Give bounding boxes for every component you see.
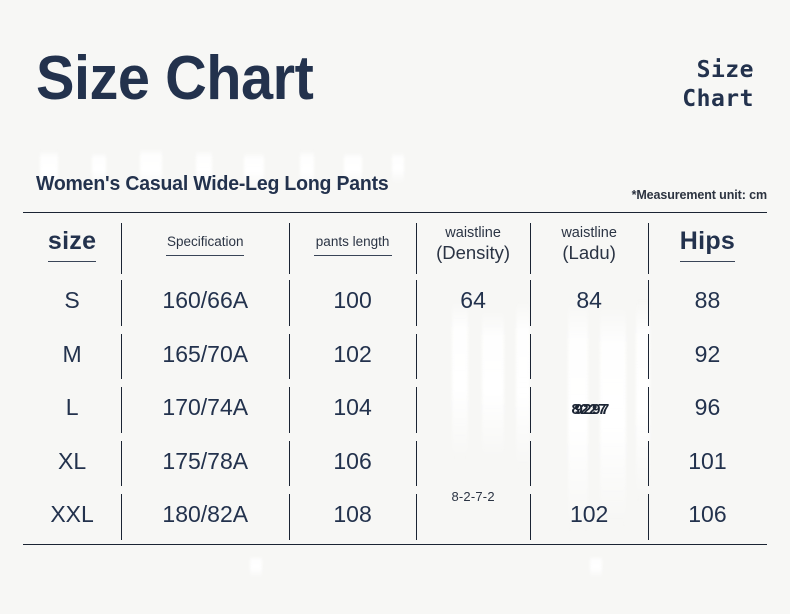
column-header-pants-length: pants length — [289, 213, 415, 276]
cell-hips: 106 — [647, 490, 767, 544]
column-header-specification: Specification — [121, 213, 289, 276]
cell-hips: 101 — [647, 437, 767, 491]
cell-hips-value: 88 — [694, 287, 721, 314]
column-header-size-label: size — [47, 227, 97, 262]
cell-size: S — [23, 276, 121, 330]
column-header-size: size — [23, 213, 121, 276]
brand-logo: Size Chart — [682, 56, 754, 115]
waistline-density-line-2: (Density) — [436, 242, 511, 263]
cell-waistline-density-value — [446, 356, 500, 360]
cell-specification: 175/78A — [121, 437, 289, 491]
cell-waistline-ladu-value: 84 — [576, 287, 602, 314]
cell-waistline-density-value: 64 — [460, 287, 486, 314]
cell-hips-value: 106 — [688, 501, 727, 528]
cell-pants-length: 108 — [289, 490, 415, 544]
cell-waistline-ladu: 8227 9297 — [530, 383, 648, 437]
table-row: XXL 180/82A 108 102 106 — [23, 490, 767, 544]
size-table: size Specification pants length waistlin… — [23, 213, 767, 544]
cell-pants-length: 102 — [289, 330, 415, 384]
cell-hips: 88 — [647, 276, 767, 330]
product-subtitle: Women's Casual Wide-Leg Long Pants — [36, 172, 389, 195]
cell-size-value: M — [62, 340, 82, 367]
column-header-waistline-density: waistline (Density) — [415, 213, 531, 276]
cell-size: M — [23, 330, 121, 384]
table-row: L 170/74A 104 8227 9297 96 — [23, 383, 767, 437]
measurement-unit-note: *Measurement unit: cm — [631, 188, 768, 202]
cell-pants-length-value: 102 — [333, 340, 372, 367]
cell-pants-length-value: 108 — [333, 501, 372, 528]
cell-size: XL — [23, 437, 121, 491]
cell-waistline-ladu: 102 — [530, 490, 648, 544]
cell-waistline-ladu — [530, 330, 648, 384]
column-header-waistline-density-label: waistline (Density) — [430, 225, 516, 264]
cell-waistline-ladu-value — [562, 356, 616, 360]
cell-waistline-ladu — [530, 437, 648, 491]
cell-specification-value: 180/82A — [162, 501, 249, 528]
cell-size: XXL — [23, 490, 121, 544]
column-header-hips-label: Hips — [679, 227, 736, 262]
cell-specification: 170/74A — [121, 383, 289, 437]
cell-specification: 165/70A — [121, 330, 289, 384]
cell-pants-length-value: 100 — [333, 287, 372, 314]
cell-hips-value: 96 — [694, 394, 721, 421]
cell-waistline-density: 64 — [415, 276, 531, 330]
cell-pants-length: 106 — [289, 437, 415, 491]
cell-hips-value: 92 — [694, 340, 721, 367]
cell-specification-value: 170/74A — [162, 394, 249, 421]
cell-waistline-density — [415, 490, 531, 544]
cell-pants-length-value: 104 — [333, 394, 372, 421]
subtitle-row: Women's Casual Wide-Leg Long Pants *Meas… — [0, 152, 790, 212]
cell-size-value: S — [64, 287, 80, 314]
table-body: S 160/66A 100 64 84 88 M 165/70A 102 92 — [23, 276, 767, 544]
cell-specification: 160/66A — [121, 276, 289, 330]
cell-hips: 92 — [647, 330, 767, 384]
size-chart-page: Size Chart Size Chart Women's Casual Wid… — [0, 0, 790, 545]
cell-waistline-density-value — [446, 410, 500, 414]
table-row: M 165/70A 102 92 — [23, 330, 767, 384]
brand-line-2: Chart — [682, 86, 754, 113]
cell-waistline-density — [415, 383, 531, 437]
waistline-ladu-line-2: (Ladu) — [562, 242, 616, 263]
density-note-annotation: 8-2-7-2 — [451, 489, 495, 504]
column-header-pants-length-label: pants length — [313, 234, 392, 256]
ladu-overlap-front: 9297 — [574, 400, 610, 418]
cell-hips: 96 — [647, 383, 767, 437]
cell-waistline-density-value — [446, 463, 500, 467]
cell-waistline-density: 8-2-7-2 — [415, 437, 531, 504]
column-header-specification-label: Specification — [166, 234, 245, 256]
cell-waistline-density — [415, 330, 531, 384]
page-header: Size Chart Size Chart — [0, 0, 790, 152]
column-header-hips: Hips — [647, 213, 767, 276]
cell-size-value: XXL — [50, 501, 94, 528]
cell-waistline-ladu-value — [562, 463, 616, 467]
cell-hips-value: 101 — [688, 447, 727, 474]
cell-size-value: XL — [58, 447, 87, 474]
ladu-overlap-annotation: 8227 9297 — [571, 400, 610, 418]
table-row: XL 175/78A 106 8-2-7-2 101 — [23, 437, 767, 504]
column-header-waistline-ladu-label: waistline (Ladu) — [546, 225, 632, 264]
cell-pants-length-value: 106 — [333, 447, 372, 474]
cell-size-value: L — [65, 394, 79, 421]
cell-size: L — [23, 383, 121, 437]
cell-specification: 180/82A — [121, 490, 289, 544]
page-title: Size Chart — [36, 44, 314, 113]
waistline-density-line-1: waistline — [445, 224, 501, 241]
cell-specification-value: 175/78A — [162, 447, 249, 474]
cell-waistline-density-value — [446, 517, 500, 521]
cell-specification-value: 165/70A — [162, 340, 249, 367]
waistline-ladu-line-1: waistline — [561, 224, 617, 241]
cell-pants-length: 104 — [289, 383, 415, 437]
table-row: S 160/66A 100 64 84 88 — [23, 276, 767, 330]
cell-waistline-ladu-value: 102 — [569, 501, 609, 528]
column-header-waistline-ladu: waistline (Ladu) — [530, 213, 648, 276]
cell-pants-length: 100 — [289, 276, 415, 330]
cell-specification-value: 160/66A — [162, 287, 249, 314]
cell-waistline-ladu: 84 — [530, 276, 648, 330]
table-header-row: size Specification pants length waistlin… — [23, 213, 767, 276]
size-table-wrapper: size Specification pants length waistlin… — [23, 212, 767, 545]
brand-line-1: Size — [696, 57, 754, 83]
